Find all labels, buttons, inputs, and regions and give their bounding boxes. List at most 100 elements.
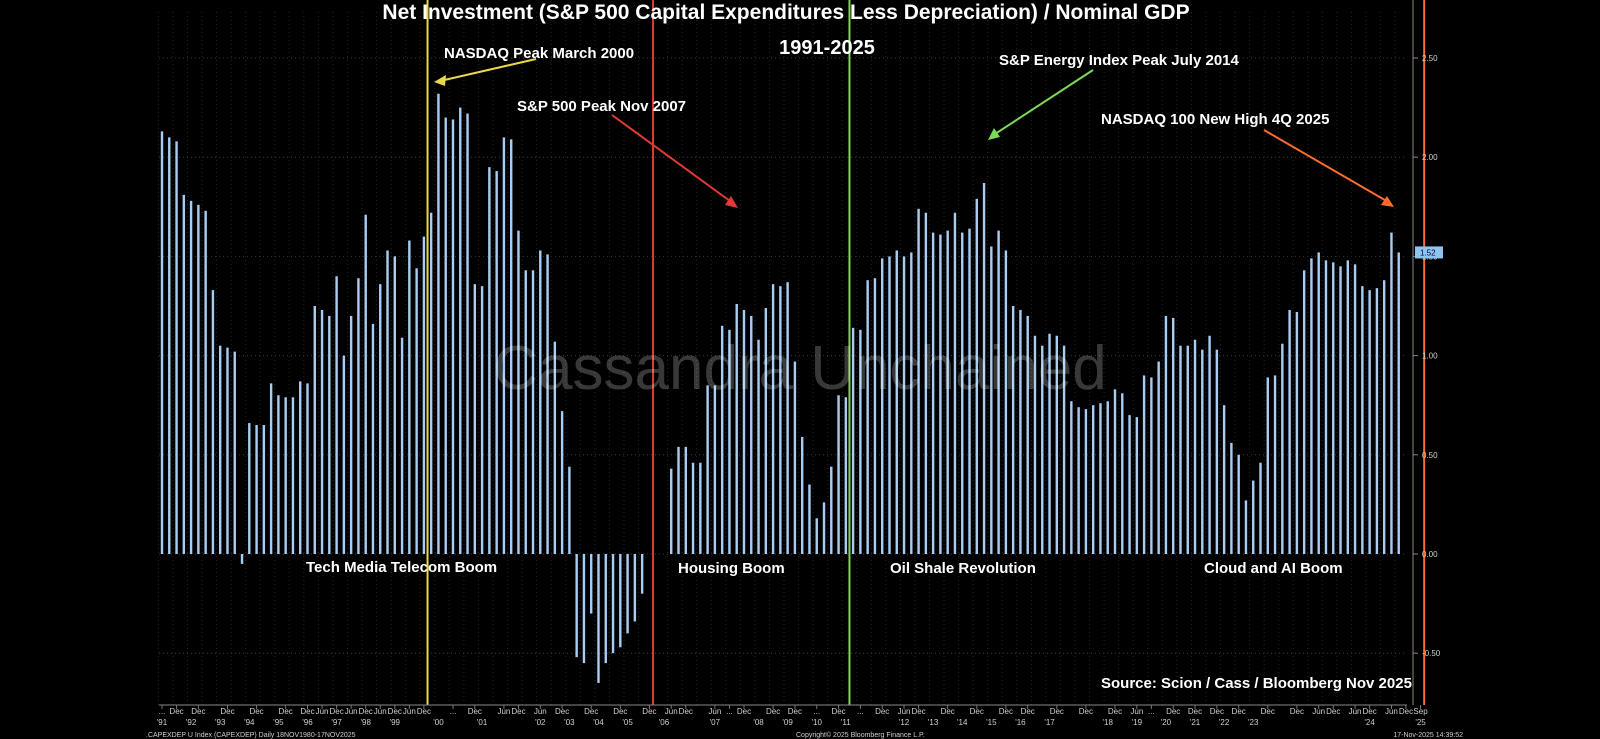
- bar: [815, 518, 818, 554]
- arrow-energy-head: [988, 128, 1000, 140]
- bar: [1019, 309, 1022, 554]
- bar: [291, 397, 295, 554]
- x-year-label: '98: [360, 718, 371, 727]
- x-year-label: '16: [1015, 718, 1026, 727]
- bar: [800, 436, 804, 554]
- x-year-label: '17: [1044, 718, 1055, 727]
- bar: [1332, 262, 1335, 554]
- x-tick-label: Dec: [613, 707, 627, 716]
- bar: [582, 554, 586, 664]
- bar: [720, 325, 724, 554]
- x-year-label: '11: [841, 718, 851, 727]
- bar: [1259, 462, 1262, 554]
- x-tick-label: Dec: [941, 707, 955, 716]
- x-tick-label: Jun: [345, 707, 358, 716]
- bar: [284, 397, 287, 554]
- bar: [306, 383, 309, 554]
- bar: [320, 309, 324, 554]
- bar: [779, 286, 782, 554]
- x-tick-label: Jun: [1385, 707, 1398, 716]
- bar: [1157, 361, 1160, 554]
- bar: [713, 385, 717, 554]
- bar: [1084, 409, 1088, 554]
- x-year-label: '00: [433, 718, 444, 727]
- x-year-label: '02: [535, 718, 546, 727]
- bar: [1135, 417, 1139, 554]
- bar: [1179, 345, 1182, 554]
- x-year-label: '91: [157, 718, 168, 727]
- bar: [975, 198, 978, 554]
- bar: [1266, 377, 1269, 554]
- bar: [822, 502, 826, 554]
- bar: [670, 468, 673, 554]
- x-tick-label: Dec: [831, 707, 845, 716]
- arrow-nasdaq100-head: [1381, 196, 1394, 207]
- x-tick-label: ...: [450, 707, 457, 716]
- x-year-label: '14: [957, 718, 968, 727]
- x-tick-label: Dec: [220, 707, 234, 716]
- x-year-label: '24: [1364, 718, 1375, 727]
- bar: [1324, 260, 1328, 554]
- bar: [968, 228, 971, 554]
- bar: [1310, 258, 1313, 554]
- x-year-label: '19: [1132, 718, 1143, 727]
- bar: [444, 117, 447, 555]
- bar: [175, 141, 178, 554]
- bar: [1237, 454, 1240, 554]
- x-year-label: '09: [782, 718, 793, 727]
- annotation-nasdaq100-high: NASDAQ 100 New High 4Q 2025: [1101, 111, 1329, 128]
- bar: [1099, 403, 1102, 554]
- x-year-label: '92: [186, 718, 197, 727]
- last-value-badge: [1415, 246, 1443, 259]
- bar: [837, 395, 840, 554]
- bar: [910, 252, 913, 554]
- x-tick-label: Dec: [511, 707, 525, 716]
- bar: [953, 212, 957, 554]
- bar: [429, 212, 433, 554]
- x-tick-label: Jun: [534, 707, 547, 716]
- bar: [1142, 375, 1146, 554]
- x-tick-label: Dec: [1363, 707, 1377, 716]
- bar: [1390, 232, 1393, 555]
- x-year-label: '07: [710, 718, 721, 727]
- bar: [546, 254, 549, 554]
- bar: [735, 304, 738, 554]
- bar: [706, 385, 709, 554]
- bar: [335, 276, 338, 554]
- bar: [997, 230, 1000, 554]
- bar: [1346, 260, 1350, 554]
- bar: [786, 282, 789, 554]
- bar: [604, 554, 607, 664]
- bar: [619, 554, 622, 648]
- x-year-label: '06: [659, 718, 670, 727]
- y-tick-label: 0.00: [1422, 550, 1438, 559]
- bar: [742, 309, 746, 554]
- bar: [226, 347, 229, 554]
- bar: [1193, 339, 1197, 554]
- bar: [197, 204, 200, 555]
- bar: [1288, 309, 1291, 554]
- y-tick-label: 1.00: [1422, 352, 1438, 361]
- bar: [495, 171, 498, 554]
- x-tick-label: ...: [857, 707, 864, 716]
- bar: [560, 411, 564, 554]
- bar: [590, 554, 593, 614]
- x-tick-label: Dec: [191, 707, 205, 716]
- chart-title: Net Investment (S&P 500 Capital Expendit…: [382, 1, 1189, 24]
- y-tick-label: 2.50: [1422, 54, 1438, 63]
- bar: [480, 286, 484, 554]
- x-tick-label: Dec: [875, 707, 889, 716]
- bar: [1317, 252, 1320, 554]
- bar: [299, 381, 302, 554]
- bar: [349, 315, 353, 554]
- x-tick-label: Jun: [708, 707, 721, 716]
- x-tick-label: Dec: [766, 707, 780, 716]
- bar: [1164, 315, 1168, 554]
- x-year-label: '94: [244, 718, 255, 727]
- x-tick-label: Dec: [1326, 707, 1340, 716]
- x-tick-label: Dec: [388, 707, 402, 716]
- bar: [793, 361, 797, 554]
- arrow-sp500: [611, 114, 735, 205]
- x-tick-label: Dec: [999, 707, 1013, 716]
- x-tick-label: Dec: [1210, 707, 1224, 716]
